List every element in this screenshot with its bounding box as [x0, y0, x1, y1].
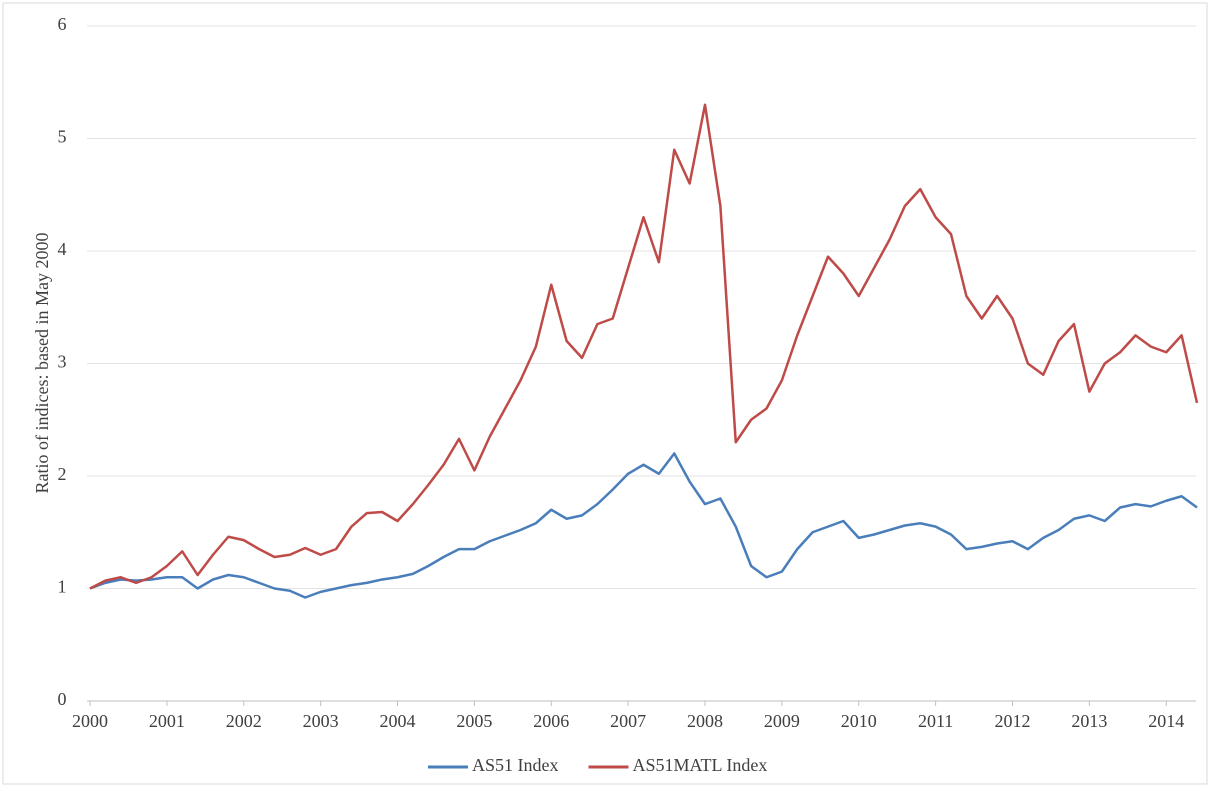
- y-tick-label: 6: [58, 14, 67, 34]
- x-tick-label: 2009: [764, 711, 800, 731]
- x-tick-label: 2007: [610, 711, 646, 731]
- x-tick-label: 2003: [303, 711, 339, 731]
- legend-label: AS51MATL Index: [633, 755, 768, 775]
- y-axis-label: Ratio of indices: based in May 2000: [32, 233, 52, 494]
- y-tick-label: 4: [58, 239, 67, 259]
- x-tick-label: 2011: [918, 711, 953, 731]
- legend-label: AS51 Index: [472, 755, 559, 775]
- series-line: [89, 103, 1199, 590]
- series-line: [89, 452, 1198, 599]
- y-tick-label: 1: [58, 577, 67, 597]
- x-tick-label: 2010: [841, 711, 877, 731]
- y-tick-label: 0: [58, 689, 67, 709]
- x-tick-label: 2014: [1148, 711, 1184, 731]
- x-tick-label: 2005: [456, 711, 492, 731]
- x-tick-label: 2008: [687, 711, 723, 731]
- y-tick-label: 5: [58, 127, 67, 147]
- x-tick-label: 2000: [72, 711, 108, 731]
- x-tick-label: 2012: [995, 711, 1031, 731]
- x-tick-label: 2001: [149, 711, 185, 731]
- y-tick-label: 2: [58, 464, 67, 484]
- x-tick-label: 2002: [226, 711, 262, 731]
- x-tick-label: 2006: [533, 711, 569, 731]
- y-tick-label: 3: [58, 352, 67, 372]
- x-tick-label: 2013: [1071, 711, 1107, 731]
- x-tick-label: 2004: [380, 711, 416, 731]
